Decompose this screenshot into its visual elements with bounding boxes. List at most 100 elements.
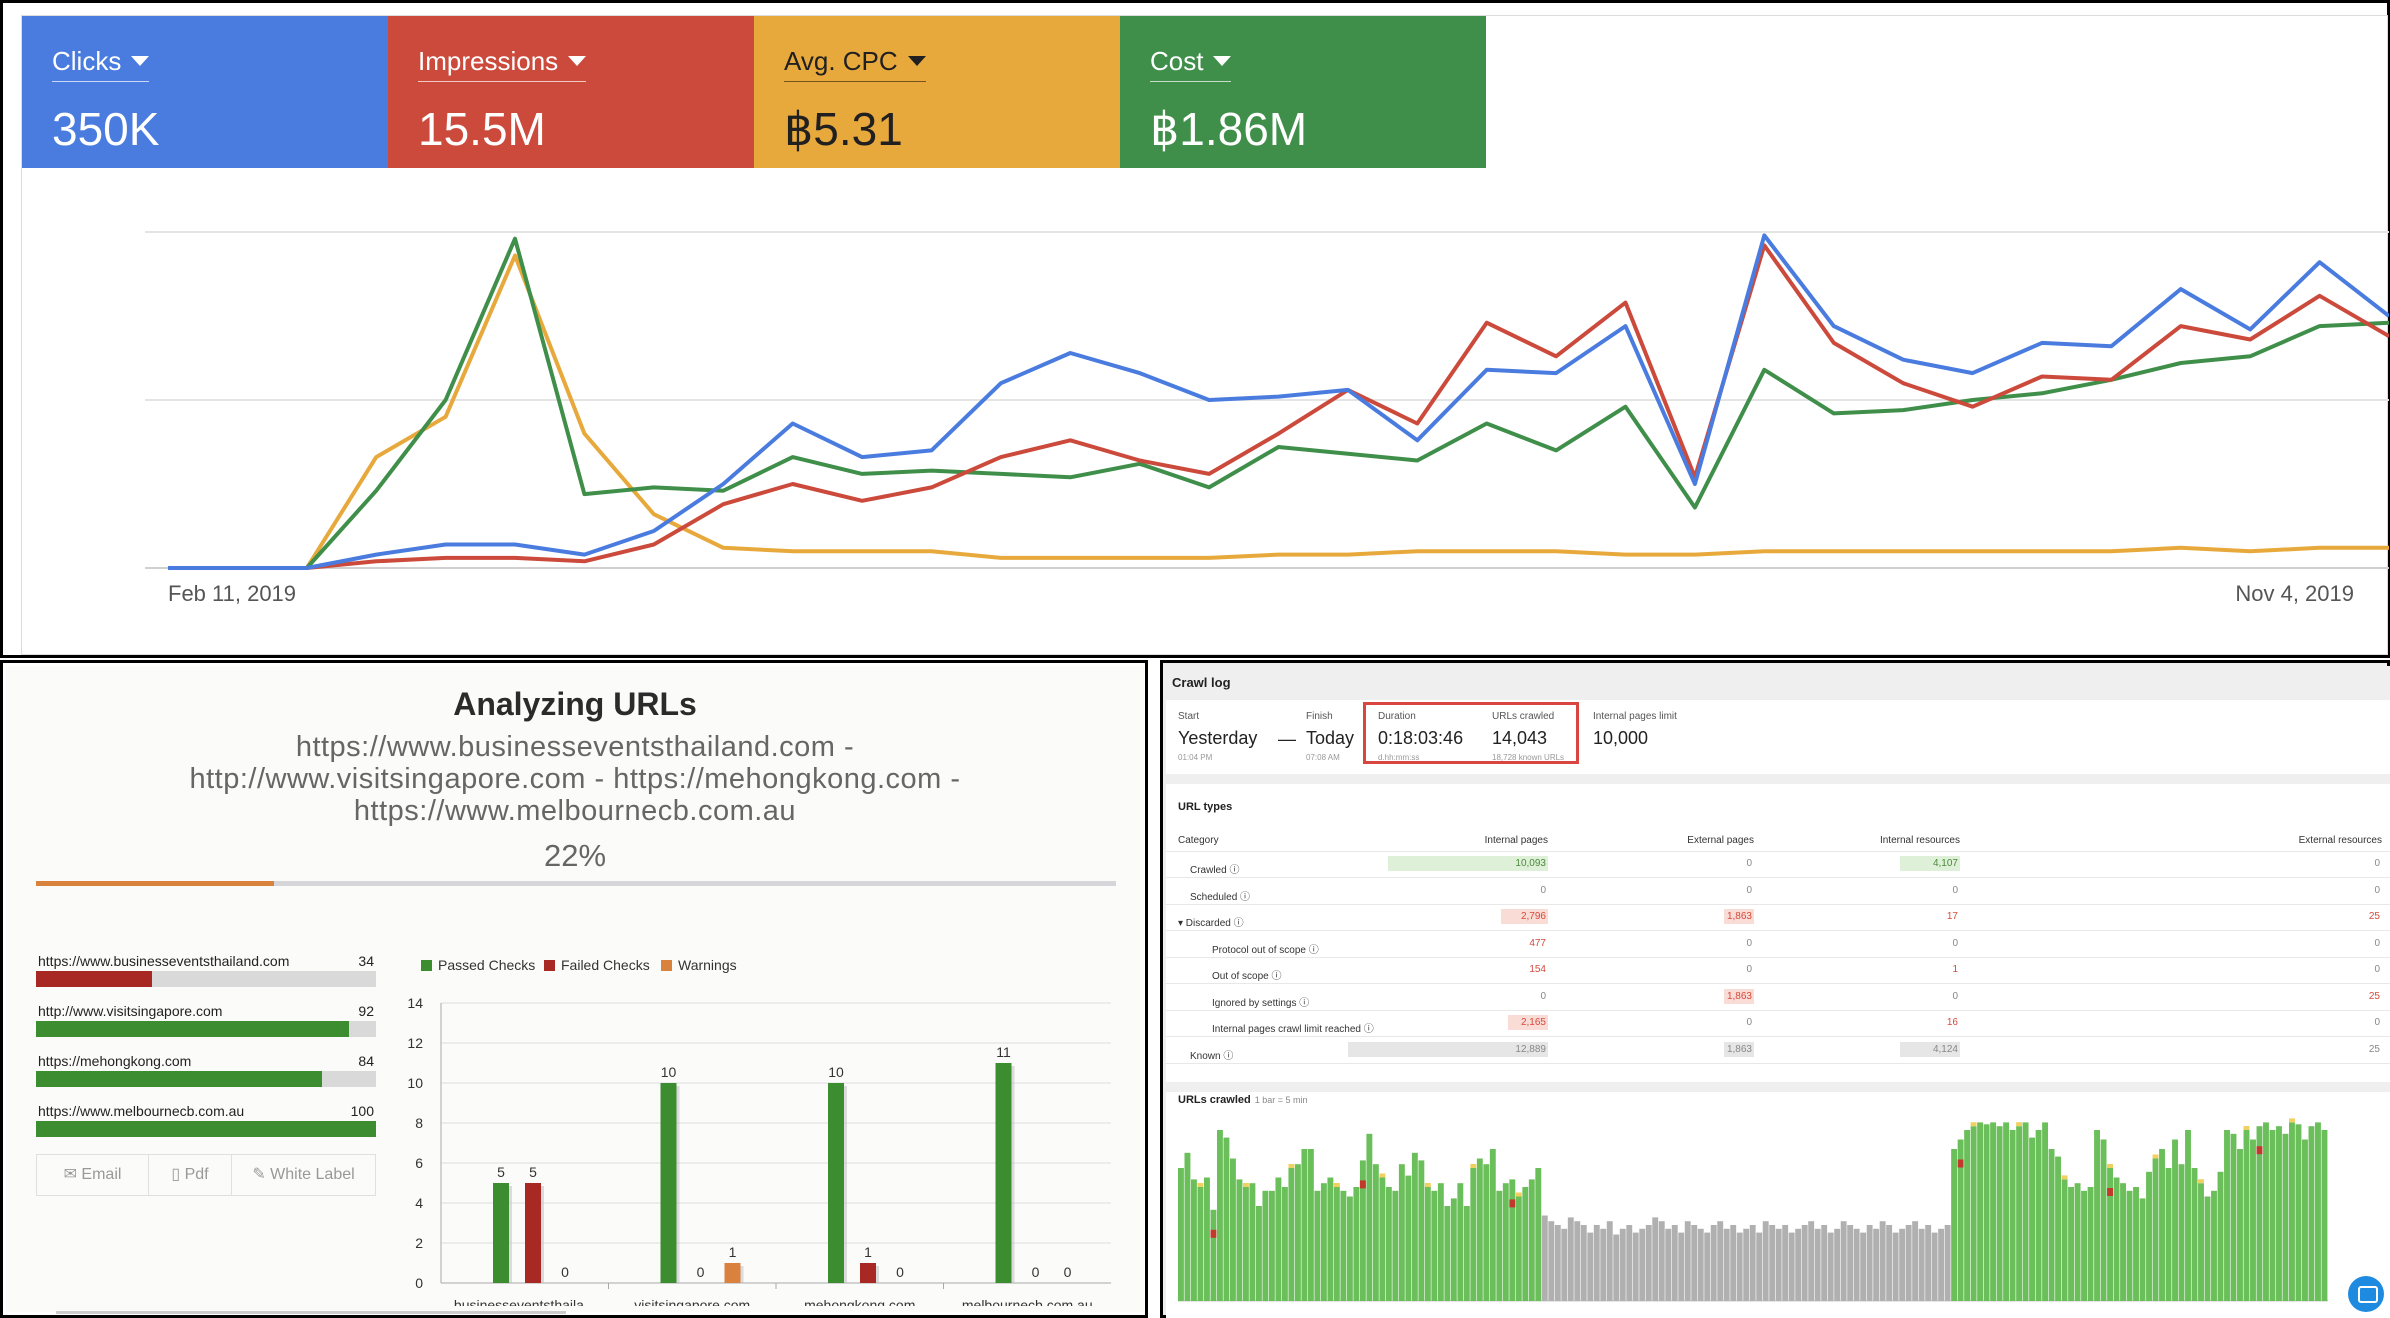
- crawl-bar-crawled: [1463, 1206, 1470, 1301]
- table-row[interactable]: ▾ Discarded ⓘ 2,796 1,863 17 25: [1166, 905, 2390, 931]
- crawl-bar-crawled: [1294, 1164, 1301, 1301]
- magic-wand-icon: ✎: [252, 1166, 271, 1183]
- crawl-bar-crawled: [2289, 1122, 2295, 1301]
- highlight-box: [1363, 702, 1579, 764]
- chat-icon[interactable]: [2348, 1276, 2384, 1312]
- crawl-bar-crawled: [1190, 1179, 1197, 1301]
- impressions-metric-card[interactable]: Impressions 15.5M: [388, 16, 754, 168]
- crawl-bar-crawled: [2198, 1183, 2204, 1301]
- crawl-bar-warning: [1288, 1164, 1295, 1168]
- analyzed-urls-list: https://www.businesseventsthailand.com -…: [189, 731, 961, 827]
- avg-cpc-metric-label[interactable]: Avg. CPC: [784, 46, 926, 82]
- crawl-bar-crawled: [1288, 1168, 1295, 1301]
- crawl-bar-crawled: [1314, 1190, 1321, 1301]
- table-row: Internal pages crawl limit reached ⓘ 2,16…: [1166, 1011, 2390, 1037]
- crawl-bar-discarded: [1762, 1221, 1769, 1301]
- table-row: Crawled ⓘ 10,093 0 4,107 0: [1166, 852, 2390, 878]
- white-label-button[interactable]: ✎ White Label: [232, 1155, 375, 1195]
- row-category: Crawled ⓘ: [1190, 865, 1240, 876]
- crawl-bar-discarded: [1749, 1225, 1756, 1301]
- crawl-bar-warning: [2243, 1126, 2250, 1130]
- crawl-bar-crawled: [2224, 1130, 2230, 1301]
- crawl-bar-crawled: [1502, 1183, 1509, 1301]
- bar-warnings: [724, 1263, 741, 1283]
- crawl-bar-crawled: [2133, 1187, 2139, 1301]
- caret-down-icon: [1213, 56, 1232, 67]
- progress-bar-fill: [36, 881, 274, 886]
- table-row: Known ⓘ 12,889 1,863 4,124 25: [1166, 1038, 2390, 1064]
- email-button[interactable]: ✉ Email: [37, 1155, 149, 1195]
- crawl-bar-discarded: [1691, 1225, 1698, 1301]
- crawl-bar-crawled: [1996, 1126, 2003, 1301]
- crawl-bar-crawled: [2087, 1187, 2094, 1301]
- bar-value-label: 5: [497, 1164, 505, 1180]
- clicks-metric-card[interactable]: Clicks 350K: [22, 16, 388, 168]
- y-tick-label: 2: [415, 1235, 423, 1251]
- crawl-bar-warning: [1470, 1164, 1477, 1168]
- crawl-bar-crawled: [1262, 1190, 1269, 1301]
- clicks-metric-label[interactable]: Clicks: [52, 46, 150, 82]
- cost-metric-label[interactable]: Cost: [1150, 46, 1232, 82]
- duration-stat: Duration 0:18:03:46 d.hh:mm:ss: [1378, 711, 1463, 762]
- crawl-bar-discarded: [1873, 1228, 1880, 1301]
- table-cell-value: 0: [1746, 858, 1752, 869]
- impressions-metric-label[interactable]: Impressions: [418, 46, 587, 82]
- site-score-bar-fill: [36, 971, 152, 987]
- bar-value-label: 10: [828, 1064, 844, 1080]
- urls-crawled-bar-chart: [1178, 1118, 2328, 1302]
- avg-cpc-label-text: Avg. CPC: [784, 46, 898, 76]
- crawl-bar-crawled: [1346, 1196, 1353, 1301]
- dash-text: —: [1278, 729, 1296, 749]
- site-score-bar: [36, 1071, 376, 1087]
- table-row: Protocol out of scope ⓘ 477 0 0 0: [1166, 932, 2390, 958]
- crawl-bar-crawled: [1509, 1179, 1516, 1301]
- crawl-bar-error: [1509, 1199, 1516, 1208]
- crawl-bar-discarded: [1756, 1232, 1763, 1301]
- crawl-bar-crawled: [1281, 1187, 1288, 1301]
- crawl-bar-crawled: [2048, 1149, 2055, 1301]
- site-score-bar: [36, 971, 376, 987]
- pdf-button[interactable]: ▯ Pdf: [149, 1155, 232, 1195]
- crawl-bar-discarded: [1567, 1217, 1574, 1301]
- crawl-bar-crawled: [1476, 1158, 1483, 1301]
- crawl-bar-crawled: [1359, 1160, 1366, 1301]
- site-score-bar-fill: [36, 1071, 322, 1087]
- crawl-bar-crawled: [1178, 1168, 1184, 1301]
- crawl-bar-crawled: [1327, 1177, 1334, 1301]
- horizontal-scrollbar[interactable]: [56, 1311, 566, 1314]
- cost-metric-card[interactable]: Cost ฿1.86M: [1120, 16, 1486, 168]
- crawl-bar-crawled: [2113, 1177, 2120, 1301]
- series-line-clicks: [168, 233, 2389, 570]
- crawl-bar-discarded: [1821, 1225, 1828, 1301]
- crawl-bar-discarded: [1860, 1232, 1867, 1301]
- table-cell-value: 0: [1746, 1017, 1752, 1028]
- avg-cpc-metric-card[interactable]: Avg. CPC ฿5.31: [754, 16, 1120, 168]
- y-tick-label: 14: [407, 995, 423, 1011]
- crawl-bar-discarded: [1925, 1225, 1932, 1301]
- pages-limit-value: 10,000: [1593, 728, 1649, 748]
- pdf-button-label: Pdf: [184, 1166, 209, 1183]
- crawl-bar-discarded: [1697, 1228, 1704, 1301]
- table-cell-value: 0: [2374, 1017, 2380, 1028]
- crawl-bar-discarded: [1541, 1215, 1548, 1301]
- crawl-bar-crawled: [1216, 1130, 1223, 1301]
- duration-label: Duration: [1378, 711, 1416, 722]
- crawl-bar-warning: [2152, 1154, 2159, 1159]
- crawl-bar-discarded: [1639, 1228, 1646, 1301]
- clicks-metric-value: 350K: [52, 103, 160, 155]
- analyze-urls-panel: Analyzing URLs https://www.businessevent…: [0, 660, 1148, 1318]
- crawl-bar-crawled: [1398, 1164, 1405, 1301]
- bar-value-label: 0: [561, 1264, 569, 1280]
- crawl-bar-crawled: [2250, 1139, 2256, 1301]
- col-header-external-resources: External resources: [2298, 835, 2382, 846]
- caret-down-icon: [568, 56, 587, 67]
- envelope-icon: ✉: [63, 1166, 82, 1183]
- pages-limit-label: Internal pages limit: [1593, 711, 1677, 722]
- crawl-bar-crawled: [1392, 1190, 1399, 1301]
- document-icon: ▯: [171, 1166, 185, 1183]
- crawl-bar-warning: [2289, 1118, 2295, 1123]
- analyze-title: Analyzing URLs: [453, 686, 697, 722]
- finish-label: Finish: [1306, 711, 1333, 722]
- x-category-label: businesseventsthaila...: [454, 1297, 596, 1306]
- crawl-bar-crawled: [1210, 1209, 1217, 1301]
